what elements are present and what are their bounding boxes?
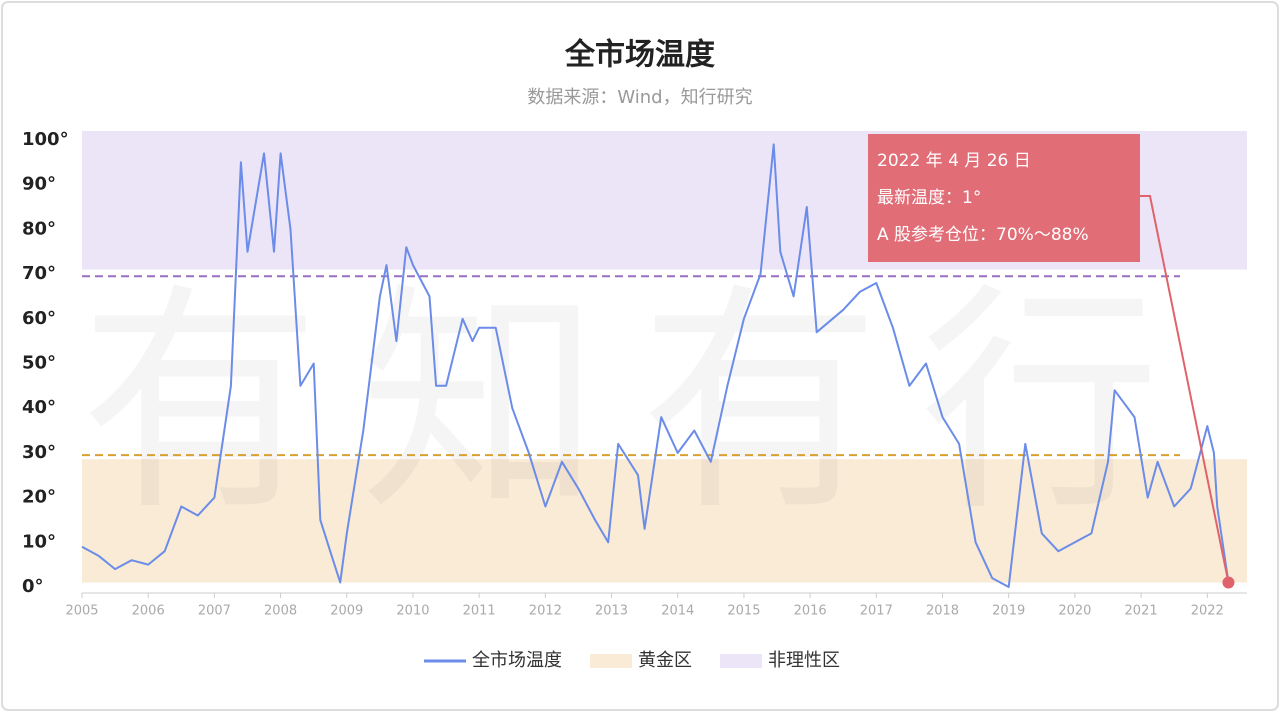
x-tick-label: 2006 bbox=[132, 604, 165, 619]
x-tick-label: 2015 bbox=[727, 604, 760, 619]
x-tick-label: 2005 bbox=[65, 604, 98, 619]
y-tick-label: 80° bbox=[22, 218, 56, 239]
legend-swatch bbox=[720, 654, 762, 668]
y-tick-label: 90° bbox=[22, 174, 56, 195]
annotation-leader bbox=[1140, 195, 1230, 583]
watermark: 有知有行 bbox=[80, 263, 1200, 543]
annotation-box bbox=[868, 134, 1140, 262]
annotation-text: A 股参考仓位：70%～88% bbox=[877, 225, 1089, 245]
annotation-text: 2022 年 4 月 26 日 bbox=[877, 151, 1031, 171]
x-tick-label: 2007 bbox=[198, 604, 231, 619]
x-tick-label: 2017 bbox=[860, 604, 893, 619]
x-tick-label: 2011 bbox=[463, 604, 496, 619]
legend-label: 非理性区 bbox=[768, 650, 840, 671]
y-tick-label: 0° bbox=[22, 576, 44, 597]
y-tick-label: 60° bbox=[22, 308, 56, 329]
y-tick-label: 10° bbox=[22, 531, 56, 552]
chart-subtitle: 数据来源：Wind，知行研究 bbox=[527, 87, 752, 108]
latest-point bbox=[1222, 576, 1235, 589]
x-tick-label: 2016 bbox=[794, 604, 827, 619]
y-tick-label: 30° bbox=[22, 442, 56, 463]
legend-swatch bbox=[590, 654, 632, 668]
legend-label: 黄金区 bbox=[638, 650, 692, 671]
x-tick-label: 2019 bbox=[992, 604, 1025, 619]
x-tick-label: 2020 bbox=[1058, 604, 1091, 619]
series-line bbox=[81, 143, 1230, 588]
y-tick-label: 100° bbox=[22, 129, 69, 150]
x-tick-label: 2022 bbox=[1191, 604, 1224, 619]
x-tick-label: 2010 bbox=[396, 604, 429, 619]
x-tick-label: 2013 bbox=[595, 604, 628, 619]
annotation-text: 最新温度：1° bbox=[877, 188, 981, 208]
y-tick-label: 70° bbox=[22, 263, 56, 284]
x-tick-label: 2021 bbox=[1125, 604, 1158, 619]
x-tick-label: 2012 bbox=[529, 604, 562, 619]
y-tick-label: 40° bbox=[22, 397, 56, 418]
x-tick-label: 2009 bbox=[330, 604, 363, 619]
x-tick-label: 2014 bbox=[661, 604, 694, 619]
legend-label: 全市场温度 bbox=[472, 650, 562, 671]
zone-band bbox=[82, 459, 1247, 583]
chart-title: 全市场温度 bbox=[564, 38, 715, 73]
y-tick-label: 50° bbox=[22, 352, 56, 373]
x-tick-label: 2018 bbox=[926, 604, 959, 619]
y-tick-label: 20° bbox=[22, 487, 56, 508]
x-tick-label: 2008 bbox=[264, 604, 297, 619]
